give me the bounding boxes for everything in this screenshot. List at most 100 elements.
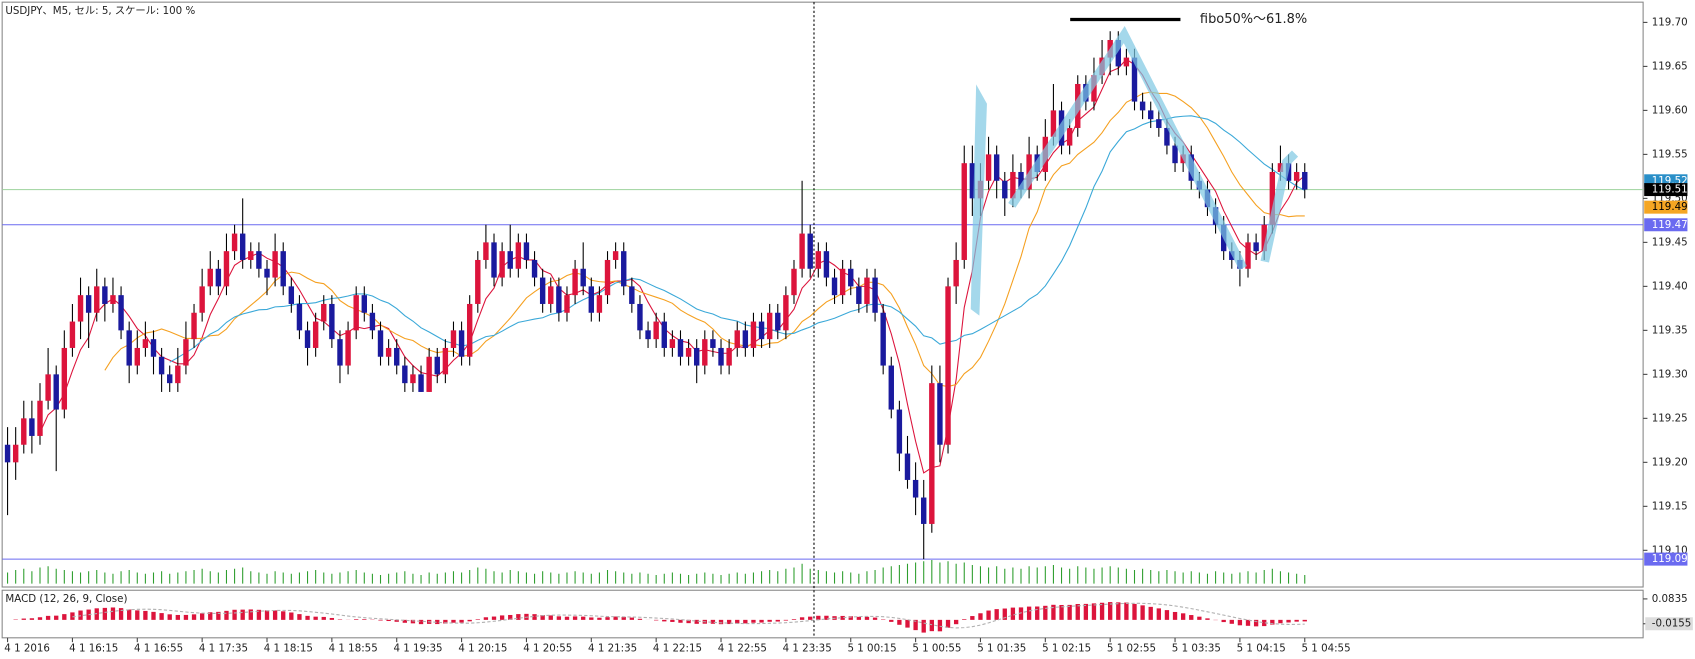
macd-bar [289, 612, 294, 620]
candle-body [1269, 171, 1276, 225]
candle-body [418, 374, 424, 392]
macd-bar [937, 619, 943, 632]
macd-bar [78, 610, 83, 620]
candle-body [175, 365, 181, 384]
candle-body [239, 233, 246, 260]
macd-bar [305, 615, 310, 620]
macd-bar [1035, 606, 1040, 620]
macd-bar [856, 616, 862, 620]
y-tick-label: 119.55 [1652, 148, 1688, 160]
x-tick-label: 4 1 18:15 [264, 643, 313, 655]
candle-body [296, 303, 303, 331]
candle-body [1261, 224, 1267, 252]
candle-body [685, 347, 692, 357]
candle-body [872, 277, 878, 313]
macd-bar [208, 612, 213, 620]
candle-body [272, 251, 278, 278]
candle-body [248, 251, 254, 260]
candle-body [702, 339, 708, 366]
macd-bar [1180, 613, 1186, 620]
macd-bar [45, 615, 51, 620]
macd-bar [1156, 608, 1161, 620]
candle-body [61, 347, 68, 410]
macd-bar [29, 618, 35, 620]
macd-bar [240, 609, 245, 620]
candle-body [604, 259, 611, 296]
macd-bar [1221, 619, 1226, 623]
candle-body [669, 339, 676, 348]
candle-body [256, 251, 262, 269]
macd-bar [475, 619, 480, 620]
macd-bar [467, 619, 472, 622]
macd-bar [256, 609, 262, 620]
candle-body [985, 154, 992, 181]
candle-body [304, 330, 311, 348]
macd-bar [354, 619, 359, 620]
macd-bar [726, 619, 732, 625]
macd-bar [1237, 619, 1243, 626]
x-tick-label: 5 1 02:15 [1042, 643, 1091, 655]
candle-body [321, 303, 327, 322]
candle-body [734, 330, 740, 348]
candle-body [1253, 242, 1259, 252]
macd-bar [1002, 608, 1007, 620]
x-tick-label: 5 1 04:55 [1302, 643, 1351, 655]
macd-bar [1091, 603, 1097, 620]
candle-body [693, 347, 700, 366]
macd-bar [183, 614, 189, 620]
candle-body [661, 321, 667, 348]
x-tick-label: 4 1 20:15 [458, 643, 507, 655]
macd-bar [1253, 619, 1259, 627]
candle-body [710, 339, 716, 348]
macd-bar [329, 617, 335, 620]
x-tick-label: 5 1 02:55 [1107, 643, 1156, 655]
macd-bar [978, 613, 983, 620]
macd-bar [1270, 619, 1275, 625]
macd-bar [272, 610, 278, 620]
macd-bar [167, 614, 172, 620]
macd-bar [759, 619, 764, 623]
macd-bar [70, 612, 75, 620]
candle-body [369, 312, 376, 331]
candle-body [896, 409, 903, 454]
candle-body [94, 286, 100, 313]
candle-body [783, 295, 789, 331]
candle-body [77, 295, 84, 322]
macd-bar [1043, 605, 1048, 620]
candle-body [572, 268, 578, 296]
macd-bar [199, 613, 205, 620]
candle-body [402, 365, 408, 384]
x-tick-label: 4 1 18:55 [329, 643, 378, 655]
candle-body [612, 251, 619, 260]
candle-body [118, 295, 124, 331]
macd-bar [1026, 606, 1032, 620]
candle-body [637, 303, 643, 331]
candle-body [312, 321, 319, 348]
macd-bar [1018, 607, 1024, 620]
price-tag-label: 119.09 [1652, 553, 1688, 565]
candle-body [921, 497, 927, 524]
macd-bar [921, 619, 926, 633]
macd-bar [686, 619, 691, 624]
macd-tick-label: 0.0835 [1652, 593, 1688, 605]
candle-body [345, 330, 351, 366]
macd-bar [216, 611, 221, 620]
macd-bar [743, 619, 748, 624]
candle-body [839, 268, 846, 296]
macd-bar [905, 619, 910, 628]
macd-bar [1302, 619, 1307, 622]
candle-body [775, 312, 781, 331]
candle-body [483, 242, 489, 260]
candle-body [442, 347, 449, 375]
macd-bar [21, 618, 26, 620]
candle-body [288, 286, 295, 304]
x-tick-label: 4 1 16:55 [134, 643, 183, 655]
macd-bar [929, 619, 934, 632]
macd-bar [840, 615, 845, 620]
y-tick-label: 119.30 [1652, 368, 1688, 380]
x-tick-label: 5 1 04:15 [1237, 643, 1286, 655]
candle-body [1229, 251, 1235, 260]
macd-bar [735, 619, 740, 624]
macd-bar [945, 619, 951, 628]
candle-body [110, 295, 116, 304]
